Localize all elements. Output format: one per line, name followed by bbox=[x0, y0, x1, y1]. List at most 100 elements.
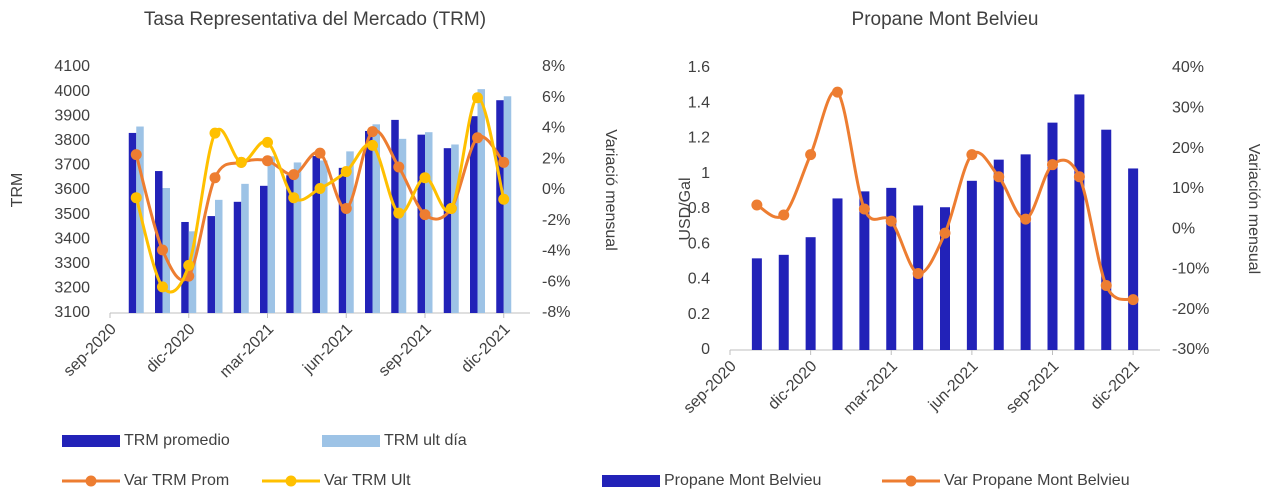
bar bbox=[320, 160, 328, 313]
y-tick-label: 0.4 bbox=[688, 271, 710, 288]
bar bbox=[503, 96, 512, 313]
legend-marker bbox=[905, 475, 917, 487]
point bbox=[498, 193, 510, 205]
bar bbox=[425, 132, 433, 313]
point bbox=[367, 126, 378, 138]
y-tick-label: 1 bbox=[701, 165, 710, 182]
y-tick-label: 0 bbox=[701, 341, 710, 358]
y-tick-label: 3500 bbox=[54, 206, 90, 223]
y2-tick-label: -4% bbox=[542, 243, 570, 260]
y2-tick-label: -6% bbox=[542, 273, 570, 290]
point bbox=[262, 155, 273, 167]
bar bbox=[365, 130, 373, 313]
bar bbox=[1128, 168, 1139, 350]
x-tick-label: dic-2020 bbox=[143, 321, 199, 377]
y-tick-label: 3700 bbox=[54, 157, 90, 174]
chart: Tasa Representativa del Mercado (TRM) TRM… bbox=[9, 9, 619, 489]
bar bbox=[443, 148, 452, 313]
y2-tick-label: -20% bbox=[1172, 301, 1209, 318]
y2-tick-label: 0% bbox=[542, 181, 565, 198]
y2-tick-label: 8% bbox=[542, 58, 565, 75]
y-tick-label: 0.2 bbox=[688, 306, 710, 323]
bar bbox=[805, 237, 816, 350]
point bbox=[288, 169, 300, 181]
bar bbox=[470, 116, 478, 313]
point bbox=[393, 161, 405, 173]
bar bbox=[267, 156, 275, 313]
bar bbox=[398, 138, 407, 313]
chart-title: Propane Mont Belvieu bbox=[852, 9, 1039, 30]
bar bbox=[1101, 129, 1112, 350]
y-tick-label: 0.8 bbox=[688, 200, 710, 217]
point bbox=[340, 166, 352, 178]
bar bbox=[940, 207, 950, 350]
point bbox=[885, 215, 897, 227]
bar bbox=[832, 198, 843, 350]
bar bbox=[312, 156, 320, 313]
bar bbox=[346, 151, 354, 313]
point bbox=[340, 202, 352, 214]
y-tick-label: 1.4 bbox=[688, 94, 710, 111]
bar bbox=[286, 175, 294, 313]
bar bbox=[451, 144, 459, 313]
y-tick-label: 1.2 bbox=[688, 130, 710, 147]
point bbox=[367, 139, 378, 151]
chart: Propane Mont Belvieu USD/Gal Variación men… bbox=[602, 9, 1262, 489]
y-tick-label: 3600 bbox=[54, 181, 90, 198]
legend-label: Var TRM Prom bbox=[124, 472, 229, 489]
point bbox=[858, 203, 870, 215]
point bbox=[1020, 213, 1032, 225]
y-tick-label: 3200 bbox=[54, 280, 90, 297]
bar bbox=[207, 216, 215, 313]
point bbox=[912, 267, 924, 279]
legend-label: Var TRM Ult bbox=[324, 472, 411, 489]
y-axis-label: TRM bbox=[9, 173, 26, 208]
legend-swatch bbox=[322, 435, 380, 447]
point bbox=[445, 202, 457, 214]
bar bbox=[966, 180, 977, 350]
bar bbox=[293, 162, 302, 313]
x-tick-label: sep-2020 bbox=[61, 321, 120, 380]
x-tick-label: dic-2020 bbox=[765, 358, 821, 414]
bar bbox=[215, 199, 223, 313]
bar bbox=[1020, 154, 1031, 350]
point bbox=[1047, 159, 1058, 171]
y2-tick-label: 4% bbox=[542, 120, 565, 137]
y2-tick-label: 20% bbox=[1172, 140, 1204, 157]
y-tick-label: 3100 bbox=[54, 304, 90, 321]
legend-swatch bbox=[602, 475, 660, 487]
point bbox=[1073, 171, 1085, 183]
point bbox=[419, 209, 431, 221]
bar bbox=[993, 159, 1004, 350]
point bbox=[157, 244, 168, 256]
y2-axis-label: Variación mensual bbox=[1245, 144, 1262, 274]
x-tick-label: sep-2020 bbox=[681, 358, 740, 417]
y2-tick-label: -8% bbox=[542, 304, 570, 321]
y2-tick-label: 10% bbox=[1172, 180, 1204, 197]
x-tick-label: sep-2021 bbox=[1003, 358, 1062, 417]
bar bbox=[417, 134, 425, 313]
y2-tick-label: 0% bbox=[1172, 220, 1195, 237]
point bbox=[805, 149, 817, 161]
y2-tick-label: 2% bbox=[542, 150, 565, 167]
legend-marker bbox=[285, 475, 297, 487]
legend-label: Var Propane Mont Belvieu bbox=[944, 472, 1130, 489]
legend-label: TRM ult día bbox=[384, 432, 467, 449]
x-tick-label: mar-2021 bbox=[841, 358, 902, 419]
point bbox=[130, 192, 142, 204]
point bbox=[314, 147, 326, 159]
legend-label: Propane Mont Belvieu bbox=[664, 472, 821, 489]
y-tick-label: 3400 bbox=[54, 230, 90, 247]
y2-tick-label: -10% bbox=[1172, 261, 1209, 278]
y-tick-label: 3800 bbox=[54, 132, 90, 149]
point bbox=[235, 156, 247, 168]
point bbox=[130, 149, 142, 161]
point bbox=[778, 209, 790, 221]
point bbox=[393, 207, 405, 219]
point bbox=[209, 127, 221, 139]
y-tick-label: 3900 bbox=[54, 107, 90, 124]
point bbox=[157, 281, 168, 293]
point bbox=[472, 132, 483, 144]
bar bbox=[778, 254, 789, 350]
